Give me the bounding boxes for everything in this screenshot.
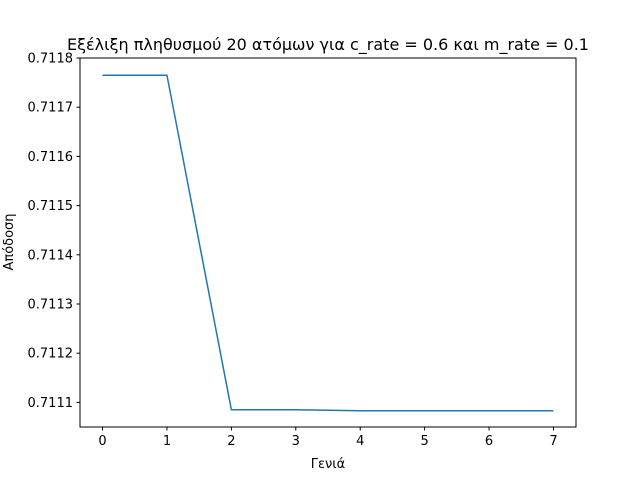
y-tick: 0.7114 bbox=[28, 248, 80, 263]
y-tick: 0.7111 bbox=[28, 396, 80, 411]
x-tick: 3 bbox=[292, 427, 300, 449]
series-layer bbox=[102, 74, 554, 412]
y-tick: 0.7115 bbox=[28, 199, 80, 214]
x-tick-label: 3 bbox=[292, 434, 300, 449]
x-tick: 2 bbox=[227, 427, 236, 449]
y-tick-label: 0.7118 bbox=[28, 52, 74, 67]
y-tick: 0.7116 bbox=[28, 150, 80, 165]
x-axis-ticks: 0 1 2 3 4 5 6 7 bbox=[98, 427, 558, 449]
y-tick: 0.7117 bbox=[28, 101, 80, 116]
axes-frame bbox=[79, 57, 577, 428]
x-tick-label: 1 bbox=[163, 434, 171, 449]
x-tick: 6 bbox=[485, 427, 493, 449]
y-tick-label: 0.7115 bbox=[28, 199, 74, 214]
plot-area bbox=[79, 57, 577, 428]
y-tick-label: 0.7111 bbox=[28, 396, 74, 411]
x-tick-label: 4 bbox=[356, 434, 364, 449]
y-axis-label: Απόδοση bbox=[2, 213, 17, 270]
x-tick-label: 5 bbox=[420, 434, 428, 449]
y-axis-ticks: 0.7111 0.7112 0.7113 0.7114 0.7115 0.7116 0.71… bbox=[28, 52, 80, 411]
x-tick: 0 bbox=[98, 427, 107, 449]
x-tick: 7 bbox=[549, 427, 558, 449]
y-tick: 0.7118 bbox=[28, 52, 80, 67]
series-line bbox=[102, 74, 554, 412]
chart-title: Εξέλιξη πληθυσμού 20 ατόμων για c_rate =… bbox=[67, 35, 589, 55]
x-tick-label: 6 bbox=[485, 434, 493, 449]
y-tick-label: 0.7113 bbox=[28, 298, 74, 313]
y-tick-label: 0.7112 bbox=[28, 347, 74, 362]
y-tick-label: 0.7117 bbox=[28, 101, 74, 116]
x-tick-label: 7 bbox=[549, 434, 557, 449]
x-tick: 1 bbox=[163, 427, 171, 449]
y-tick-label: 0.7114 bbox=[28, 248, 74, 263]
y-tick: 0.7112 bbox=[28, 347, 80, 362]
x-axis-label: Γενιά bbox=[311, 457, 346, 472]
y-tick: 0.7113 bbox=[28, 298, 80, 313]
x-tick-label: 0 bbox=[98, 434, 106, 449]
y-tick-label: 0.7116 bbox=[28, 150, 74, 165]
x-tick: 4 bbox=[356, 427, 364, 449]
x-tick: 5 bbox=[420, 427, 429, 449]
x-tick-label: 2 bbox=[227, 434, 235, 449]
